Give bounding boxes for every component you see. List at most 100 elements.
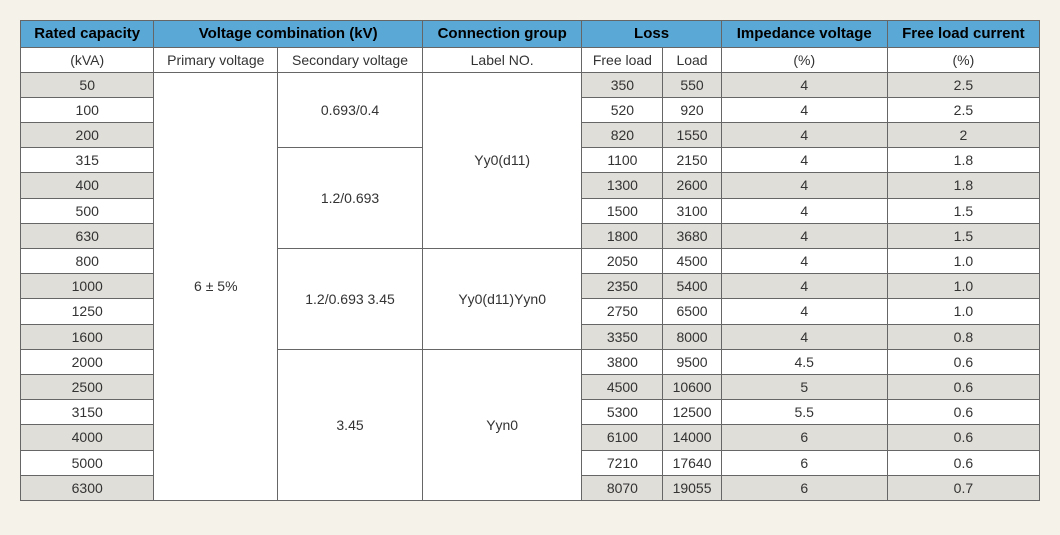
cell-free-load: 1100 [582, 148, 663, 173]
cell-imp: 4 [721, 324, 887, 349]
cell-imp: 4 [721, 72, 887, 97]
cell-secondary-voltage: 1.2/0.693 3.45 [278, 249, 423, 350]
cell-load: 5400 [663, 274, 721, 299]
cell-free-load: 820 [582, 123, 663, 148]
col-voltage-combination: Voltage combination (kV) [154, 21, 422, 48]
cell-flc: 0.8 [887, 324, 1039, 349]
col-rated-capacity: Rated capacity [21, 21, 154, 48]
cell-imp: 4 [721, 249, 887, 274]
cell-imp: 4 [721, 173, 887, 198]
cell-load: 3680 [663, 223, 721, 248]
cell-imp: 4 [721, 274, 887, 299]
cell-load: 4500 [663, 249, 721, 274]
cell-imp: 4 [721, 223, 887, 248]
cell-load: 17640 [663, 450, 721, 475]
sub-secondary-voltage: Secondary voltage [278, 47, 423, 72]
cell-flc: 0.6 [887, 374, 1039, 399]
cell-secondary-voltage: 3.45 [278, 349, 423, 500]
cell-primary-voltage: 6 ± 5% [154, 72, 278, 500]
cell-free-load: 6100 [582, 425, 663, 450]
cell-free-load: 520 [582, 97, 663, 122]
cell-cap: 3150 [21, 400, 154, 425]
cell-flc: 1.0 [887, 249, 1039, 274]
cell-flc: 2.5 [887, 97, 1039, 122]
cell-free-load: 3800 [582, 349, 663, 374]
cell-cap: 4000 [21, 425, 154, 450]
cell-imp: 6 [721, 425, 887, 450]
cell-free-load: 2350 [582, 274, 663, 299]
cell-free-load: 2050 [582, 249, 663, 274]
cell-free-load: 7210 [582, 450, 663, 475]
sub-kva: (kVA) [21, 47, 154, 72]
cell-cap: 1000 [21, 274, 154, 299]
cell-load: 2600 [663, 173, 721, 198]
cell-load: 6500 [663, 299, 721, 324]
cell-load: 1550 [663, 123, 721, 148]
cell-free-load: 4500 [582, 374, 663, 399]
cell-connection-group: Yyn0 [422, 349, 582, 500]
col-impedance-voltage: Impedance voltage [721, 21, 887, 48]
cell-load: 19055 [663, 475, 721, 500]
cell-flc: 1.8 [887, 173, 1039, 198]
cell-imp: 6 [721, 475, 887, 500]
cell-load: 10600 [663, 374, 721, 399]
cell-cap: 1250 [21, 299, 154, 324]
cell-load: 920 [663, 97, 721, 122]
sub-load: Load [663, 47, 721, 72]
cell-imp: 4 [721, 123, 887, 148]
cell-free-load: 1500 [582, 198, 663, 223]
cell-free-load: 3350 [582, 324, 663, 349]
cell-free-load: 350 [582, 72, 663, 97]
cell-cap: 200 [21, 123, 154, 148]
cell-free-load: 8070 [582, 475, 663, 500]
cell-flc: 1.5 [887, 198, 1039, 223]
cell-imp: 5.5 [721, 400, 887, 425]
cell-imp: 4 [721, 299, 887, 324]
cell-flc: 0.6 [887, 450, 1039, 475]
sub-label-no: Label NO. [422, 47, 582, 72]
cell-imp: 5 [721, 374, 887, 399]
cell-load: 8000 [663, 324, 721, 349]
cell-cap: 315 [21, 148, 154, 173]
cell-flc: 2 [887, 123, 1039, 148]
col-loss: Loss [582, 21, 721, 48]
cell-free-load: 1300 [582, 173, 663, 198]
cell-load: 550 [663, 72, 721, 97]
col-connection-group: Connection group [422, 21, 582, 48]
cell-load: 2150 [663, 148, 721, 173]
cell-flc: 1.8 [887, 148, 1039, 173]
cell-imp: 4.5 [721, 349, 887, 374]
cell-load: 3100 [663, 198, 721, 223]
cell-flc: 2.5 [887, 72, 1039, 97]
cell-cap: 50 [21, 72, 154, 97]
col-free-load-current: Free load current [887, 21, 1039, 48]
cell-load: 14000 [663, 425, 721, 450]
cell-flc: 0.6 [887, 425, 1039, 450]
cell-connection-group: Yy0(d11)Yyn0 [422, 249, 582, 350]
cell-cap: 100 [21, 97, 154, 122]
cell-cap: 2000 [21, 349, 154, 374]
cell-cap: 2500 [21, 374, 154, 399]
sub-primary-voltage: Primary voltage [154, 47, 278, 72]
cell-cap: 5000 [21, 450, 154, 475]
cell-load: 12500 [663, 400, 721, 425]
cell-cap: 400 [21, 173, 154, 198]
cell-flc: 1.0 [887, 299, 1039, 324]
cell-imp: 4 [721, 198, 887, 223]
table-row: 50 6 ± 5% 0.693/0.4 Yy0(d11) 350 550 4 2… [21, 72, 1040, 97]
sub-pct1: (%) [721, 47, 887, 72]
cell-flc: 0.7 [887, 475, 1039, 500]
cell-cap: 500 [21, 198, 154, 223]
cell-secondary-voltage: 1.2/0.693 [278, 148, 423, 249]
cell-imp: 6 [721, 450, 887, 475]
cell-secondary-voltage: 0.693/0.4 [278, 72, 423, 148]
cell-free-load: 5300 [582, 400, 663, 425]
cell-flc: 0.6 [887, 349, 1039, 374]
sub-free-load: Free load [582, 47, 663, 72]
cell-cap: 800 [21, 249, 154, 274]
cell-imp: 4 [721, 97, 887, 122]
cell-imp: 4 [721, 148, 887, 173]
cell-connection-group: Yy0(d11) [422, 72, 582, 248]
cell-free-load: 1800 [582, 223, 663, 248]
transformer-spec-table: Rated capacity Voltage combination (kV) … [20, 20, 1040, 501]
